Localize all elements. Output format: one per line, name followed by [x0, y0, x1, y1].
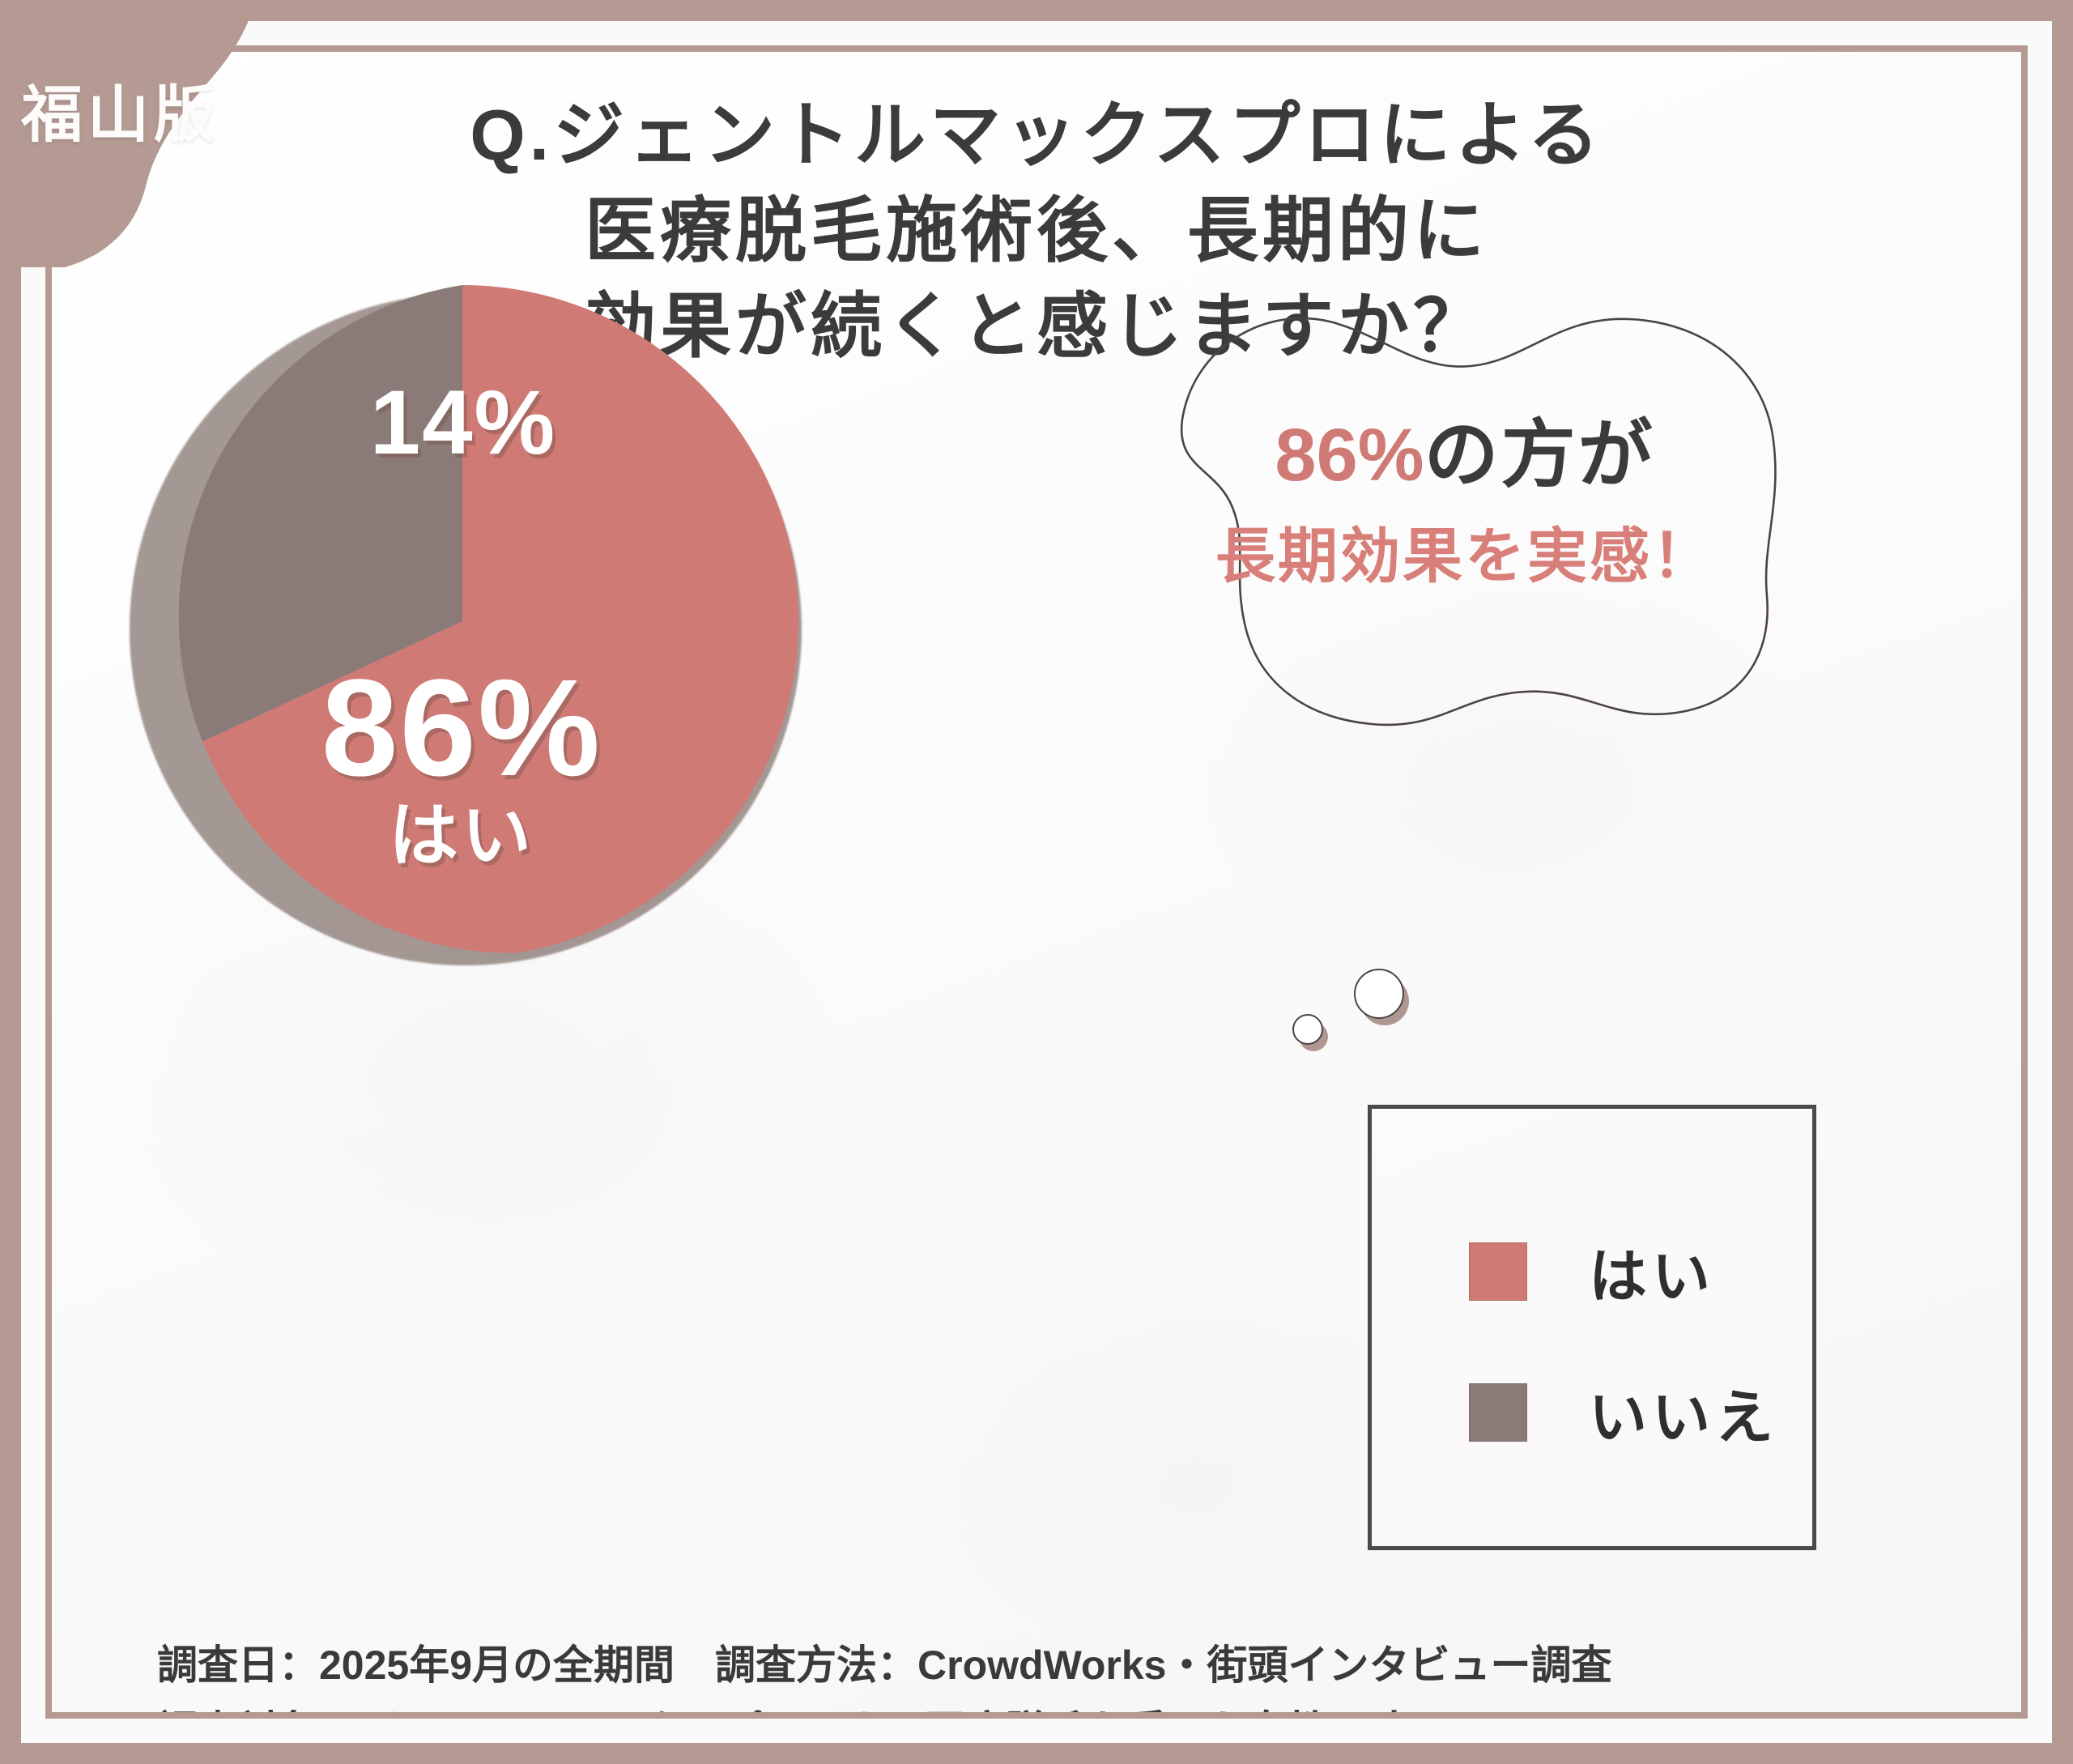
legend-item-no: いいえ — [1469, 1370, 1778, 1455]
legend-swatch-no — [1469, 1383, 1527, 1442]
footnote-line-2: 調査対象：ジェントルマックスプロによる医療脱毛を受けた女性70人 — [157, 1698, 1890, 1712]
bubble-tail-dot-small — [1292, 1014, 1323, 1045]
legend-box: はい いいえ — [1368, 1105, 1816, 1550]
page-title: Q.ジェントルマックスプロによる 医療脱毛施術後、長期的に 効果が続くと感じます… — [52, 87, 2021, 374]
corner-badge: 福山版 — [0, 0, 316, 267]
bubble-highlight-percent: 86% — [1275, 414, 1424, 496]
badge-blob-shape — [0, 0, 256, 267]
title-line-1: Q.ジェントルマックスプロによる — [470, 95, 1603, 175]
pie-chart: 14% 86% はい — [121, 279, 818, 983]
poster-canvas: Q.ジェントルマックスプロによる 医療脱毛施術後、長期的に 効果が続くと感じます… — [52, 52, 2021, 1712]
pie-slice-no — [178, 285, 462, 742]
badge-label: 福山版 — [21, 81, 220, 150]
bubble-line-1-rest: の方が — [1424, 414, 1655, 496]
frame-inner-line — [45, 45, 2028, 1719]
legend-swatch-yes — [1469, 1242, 1527, 1301]
title-line-2: 医療脱毛施術後、長期的に — [584, 190, 1488, 271]
pie-disc — [126, 285, 798, 957]
survey-footnote: 調査日：2025年9月の全期間 調査方法：CrowdWorks・街頭インタビュー… — [157, 1633, 1890, 1712]
bubble-line-2: 長期効果を実感！ — [1215, 522, 1714, 590]
bubble-line-1: 86%の方が — [1153, 408, 1777, 504]
legend-label-no: いいえ — [1589, 1386, 1779, 1451]
bubble-text: 86%の方が 長期効果を実感！ — [1153, 408, 1777, 594]
legend-label-yes: はい — [1589, 1245, 1716, 1310]
legend-item-yes: はい — [1469, 1229, 1715, 1314]
bubble-tail-dot-large — [1354, 969, 1404, 1019]
pie-slice-yes — [202, 285, 798, 953]
title-line-3: 効果が続くと感じますか？ — [584, 285, 1488, 366]
speech-bubble: 86%の方が 長期効果を実感！ — [1105, 287, 1817, 743]
footnote-line-1: 調査日：2025年9月の全期間 調査方法：CrowdWorks・街頭インタビュー… — [157, 1643, 1612, 1688]
